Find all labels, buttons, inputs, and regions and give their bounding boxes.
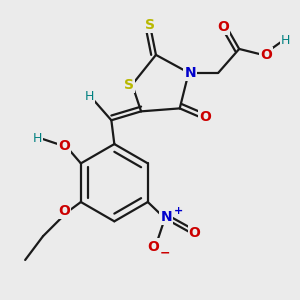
Text: N: N — [184, 66, 196, 80]
Text: O: O — [147, 240, 159, 254]
Text: O: O — [189, 226, 200, 240]
Text: O: O — [58, 139, 70, 152]
Text: +: + — [174, 206, 183, 216]
Text: O: O — [217, 20, 229, 34]
Text: S: S — [145, 18, 155, 32]
Text: S: S — [124, 78, 134, 92]
Text: H: H — [84, 90, 94, 103]
Text: O: O — [199, 110, 211, 124]
Text: N: N — [160, 210, 172, 224]
Text: O: O — [260, 48, 272, 62]
Text: O: O — [58, 204, 70, 218]
Text: H: H — [32, 132, 42, 145]
Text: −: − — [160, 246, 170, 259]
Text: H: H — [280, 34, 290, 46]
